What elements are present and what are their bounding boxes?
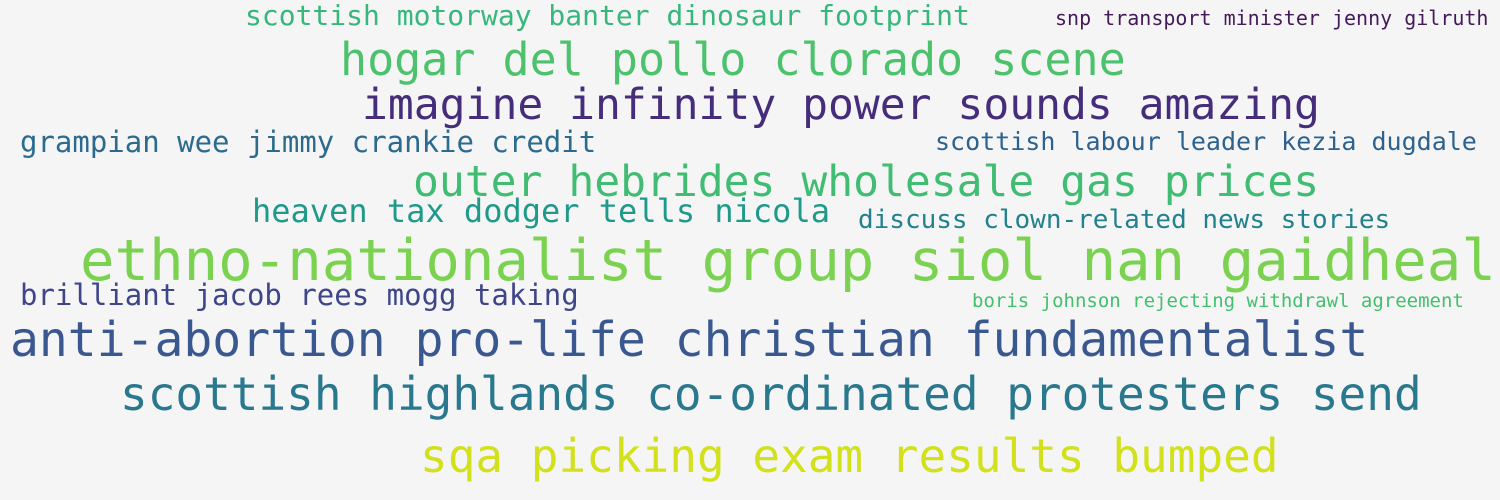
cloud-phrase: discuss clown-related news stories (858, 205, 1391, 235)
cloud-phrase: grampian wee jimmy crankie credit (20, 125, 597, 159)
cloud-phrase: scottish highlands co-ordinated proteste… (120, 367, 1422, 421)
cloud-phrase: ethno-nationalist group siol nan gaidhea… (80, 227, 1496, 294)
cloud-phrase: heaven tax dodger tells nicola (252, 192, 830, 230)
cloud-phrase: boris johnson rejecting withdrawl agreem… (972, 290, 1464, 312)
cloud-phrase: imagine infinity power sounds amazing (362, 80, 1320, 130)
cloud-phrase: brilliant jacob rees mogg taking (20, 278, 579, 312)
cloud-phrase: scottish labour leader kezia dugdale (935, 127, 1477, 156)
cloud-phrase: outer hebrides wholesale gas prices (413, 157, 1320, 207)
cloud-phrase: snp transport minister jenny gilruth (1055, 6, 1489, 30)
cloud-phrase: scottish motorway banter dinosaur footpr… (245, 0, 970, 32)
cloud-phrase: sqa picking exam results bumped (420, 429, 1279, 483)
cloud-phrase: anti-abortion pro-life christian fundame… (10, 312, 1369, 368)
cloud-phrase: hogar del pollo clorado scene (340, 33, 1126, 86)
